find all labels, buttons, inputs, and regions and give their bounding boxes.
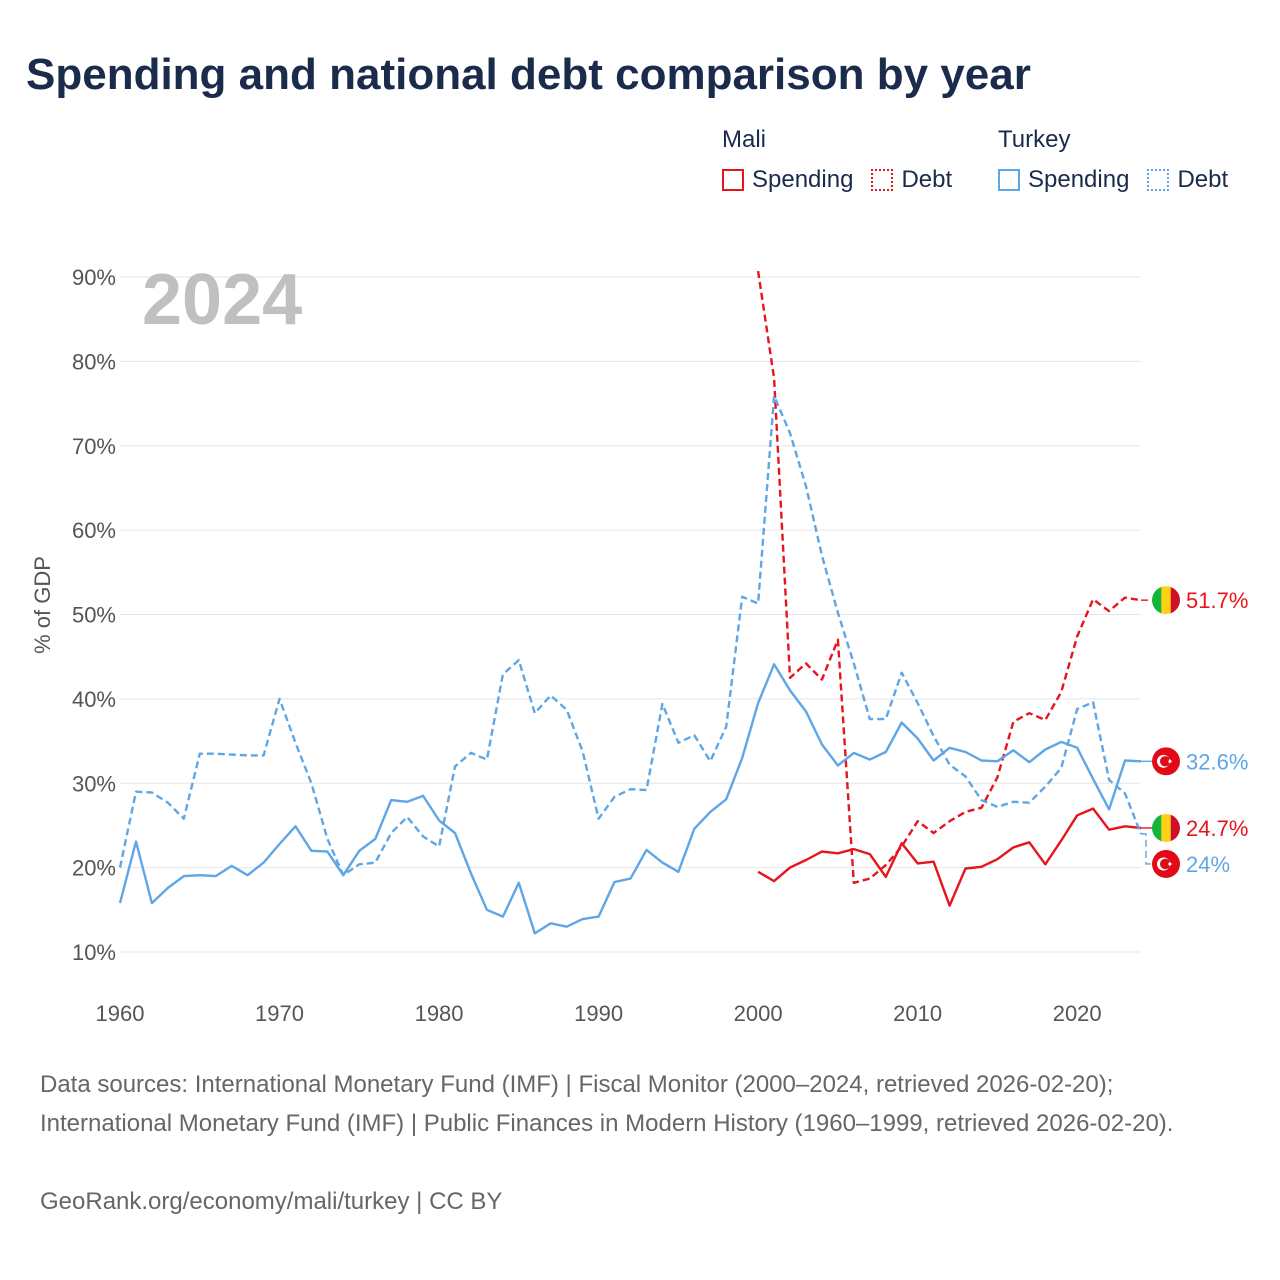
y-tick-label: 40% (72, 687, 116, 712)
gridlines (120, 276, 1141, 953)
x-tick-label: 1970 (255, 1001, 304, 1026)
x-tick-label: 1980 (415, 1001, 464, 1026)
page-title: Spending and national debt comparison by… (26, 50, 1031, 99)
data-source-note: Data sources: International Monetary Fun… (40, 1071, 1174, 1137)
legend-item-mali-debt[interactable]: Debt (871, 166, 952, 194)
series-line-mali-debt[interactable] (756, 270, 1142, 884)
end-value-label: 51.7% (1186, 588, 1248, 613)
y-tick-label: 60% (72, 518, 116, 543)
solid-swatch-icon (998, 169, 1020, 191)
legend-label: Debt (901, 166, 953, 193)
y-tick-label: 50% (72, 603, 116, 628)
x-tick-label: 1990 (574, 1001, 623, 1026)
dotted-swatch-icon (1147, 169, 1170, 191)
series-line-mali-spending[interactable] (757, 807, 1142, 907)
end-connector (1141, 833, 1152, 865)
x-tick-label: 2000 (734, 1001, 783, 1026)
solid-swatch-icon (722, 169, 744, 191)
y-tick-label: 70% (72, 434, 116, 459)
turkey-flag-icon (1152, 747, 1180, 776)
line-chart: 10% 20% 30% 40% 50% 60% 70% 80% 90% 1960 1970 1980 1… (30, 260, 1248, 1026)
y-tick-label: 30% (72, 771, 116, 796)
legend-label: Spending (752, 166, 854, 193)
legend-item-turkey-debt[interactable]: Debt (1147, 166, 1228, 194)
x-tick-label: 1960 (96, 1001, 145, 1026)
y-tick-label: 90% (72, 265, 116, 290)
end-value-label: 24.7% (1186, 816, 1248, 841)
legend-group-turkey: Turkey Spending Debt (998, 124, 1246, 194)
legend-country-turkey: Turkey (998, 126, 1071, 153)
credit-link[interactable]: GeoRank.org/economy/mali/turkey | CC BY (40, 1188, 503, 1215)
x-tick-label: 2020 (1053, 1001, 1102, 1026)
y-axis-label: % of GDP (30, 556, 55, 654)
mali-flag-icon (1152, 586, 1180, 615)
end-labels: 51.7% 32.6% 24.7% 24% (1141, 586, 1248, 878)
legend-group-mali: Mali Spending Debt (722, 124, 970, 194)
y-tick-label: 80% (72, 349, 116, 374)
mali-flag-icon (1152, 813, 1180, 842)
y-tick-label: 10% (72, 940, 116, 965)
axes: 10% 20% 30% 40% 50% 60% 70% 80% 90% 1960 1970 1980 1… (72, 265, 1102, 1026)
legend-item-mali-spending[interactable]: Spending (722, 166, 853, 194)
series-line-turkey-debt[interactable] (118, 394, 1143, 877)
end-value-label: 24% (1186, 852, 1230, 877)
turkey-flag-icon (1152, 849, 1180, 878)
y-tick-label: 20% (72, 856, 116, 881)
legend-country-mali: Mali (722, 126, 767, 153)
legend-label: Spending (1028, 166, 1130, 193)
series-line-turkey-spending[interactable] (118, 663, 1142, 935)
x-tick-label: 2010 (893, 1001, 942, 1026)
dotted-swatch-icon (871, 169, 894, 191)
legend-label: Debt (1177, 166, 1229, 193)
end-value-label: 32.6% (1186, 749, 1248, 774)
year-watermark: 2024 (142, 260, 302, 340)
series (118, 270, 1143, 935)
legend-item-turkey-spending[interactable]: Spending (998, 166, 1129, 194)
